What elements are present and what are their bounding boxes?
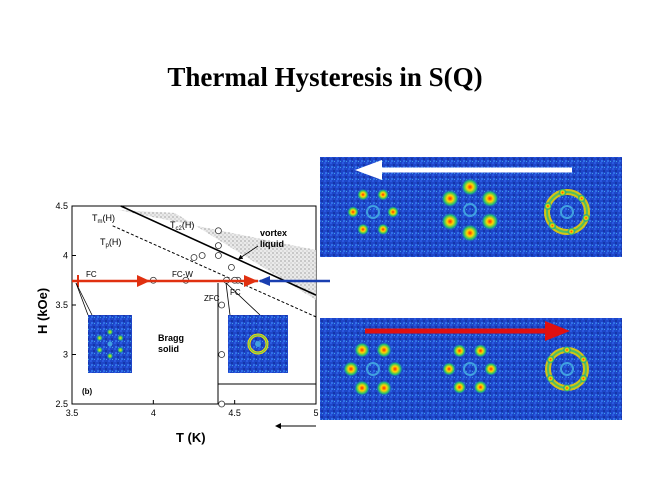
vortex-pointer: [238, 245, 259, 260]
data-point: [198, 252, 206, 259]
bot-right-spot: [579, 374, 588, 383]
bot-left-spot: [387, 361, 403, 377]
top-mid-spot: [461, 178, 479, 196]
data-point: [190, 254, 198, 261]
bot-left-spot: [354, 341, 370, 358]
bot-left-spot: [354, 380, 370, 397]
bot-mid-beamstop: [463, 362, 477, 376]
bot-left-beamstop: [366, 362, 380, 376]
y-tick-labels: 2.5 3 3.5 4 4.5: [55, 201, 68, 409]
bragg-spot: [116, 334, 124, 342]
bot-left-spot: [343, 361, 359, 377]
bragg-spot: [96, 334, 104, 342]
data-point: [214, 242, 222, 250]
data-point: [218, 400, 226, 408]
heating-arrow-mid: [137, 275, 150, 287]
bot-right-spot: [562, 383, 572, 393]
x-tick-label: 3.5: [66, 408, 79, 418]
bot-mid-spot: [452, 380, 467, 395]
bot-mid-spot: [473, 380, 488, 395]
x-tick-label: 4.5: [228, 408, 241, 418]
label-vortex: vortex: [260, 228, 287, 238]
heating-arrow-tip: [545, 321, 570, 341]
axis-ticks: [71, 205, 317, 405]
y-axis-label: H (kOe): [35, 288, 50, 334]
top-right-spot: [548, 221, 557, 230]
top-mid-spot: [441, 189, 460, 208]
center-spot: [107, 341, 113, 347]
x-tick-labels: 3.5 4 4.5 5: [66, 408, 319, 418]
bot-right-beamstop: [560, 362, 574, 376]
bragg-spot: [106, 328, 114, 336]
top-mid-spot: [480, 212, 499, 231]
bot-left-spot: [376, 341, 392, 358]
cooling-arrow-head: [258, 276, 270, 286]
top-left-beamstop: [366, 205, 380, 219]
label-tp: Tp(H): [100, 237, 121, 249]
top-right-ring-inner: [546, 191, 588, 233]
top-mid-spot: [441, 212, 460, 231]
bragg-spot: [106, 352, 114, 360]
bot-mid-spot: [452, 343, 467, 358]
top-right-spot: [558, 188, 567, 197]
top-right-spot: [577, 194, 586, 203]
top-right-beamstop: [560, 205, 574, 219]
y-tick-label: 3: [63, 350, 68, 360]
label-solid: solid: [158, 344, 179, 354]
top-mid-spot: [480, 189, 499, 208]
x-axis-label: T (K): [176, 430, 206, 445]
data-point: [214, 227, 222, 235]
x-tick-label: 5: [313, 408, 318, 418]
heating-arrow-head: [244, 275, 258, 287]
bot-right-spot: [546, 355, 555, 364]
bot-right-spot: [579, 355, 588, 364]
bot-mid-spot: [442, 362, 456, 376]
bragg-spot: [116, 346, 124, 354]
top-left-spot: [377, 188, 389, 201]
slide-title: Thermal Hysteresis in S(Q): [167, 62, 483, 92]
top-right-spot: [567, 227, 576, 236]
top-left-spot: [357, 188, 369, 201]
data-point: [218, 301, 226, 309]
data-point: [228, 263, 235, 271]
inset-bragg: [75, 282, 132, 373]
panel-label: (b): [82, 387, 93, 396]
bot-right-spot: [546, 374, 555, 383]
top-left-spot: [377, 223, 389, 236]
label-bragg: Bragg: [158, 333, 184, 343]
top-left-spot: [347, 206, 359, 218]
sans-images-heating: [320, 318, 622, 420]
top-left-spot: [357, 223, 369, 236]
x-tick-label: 4: [151, 408, 156, 418]
label-fc-left: FC: [86, 270, 97, 279]
y-tick-label: 3.5: [55, 300, 68, 310]
data-point: [214, 252, 222, 259]
top-mid-beamstop: [463, 203, 477, 217]
tp-line: [112, 225, 317, 318]
label-liquid: liquid: [260, 239, 284, 249]
label-fc-w: FC-W: [172, 270, 193, 279]
label-tc2: Tc2(H): [170, 220, 194, 232]
inset-ring: [225, 282, 288, 373]
y-tick-label: 4.5: [55, 201, 68, 211]
y-tick-label: 4: [63, 251, 68, 261]
bragg-spot: [96, 346, 104, 354]
label-zfc: ZFC: [204, 294, 220, 303]
top-right-spot: [581, 213, 591, 223]
melting-band: [118, 210, 316, 300]
bot-left-spot: [376, 380, 392, 397]
bot-right-spot: [562, 345, 572, 355]
sans-images-cooling: [320, 157, 622, 257]
y-tick-label: 2.5: [55, 399, 68, 409]
top-left-spot: [387, 206, 399, 218]
label-tm: Tm(H): [92, 213, 115, 225]
cooling-arrow-tip: [355, 160, 382, 180]
data-point: [218, 351, 226, 358]
top-mid-spot: [461, 224, 479, 242]
top-right-spot: [543, 201, 553, 211]
bot-mid-spot: [484, 362, 498, 376]
label-fc-right: FC: [230, 288, 241, 297]
bot-mid-spot: [473, 343, 488, 358]
